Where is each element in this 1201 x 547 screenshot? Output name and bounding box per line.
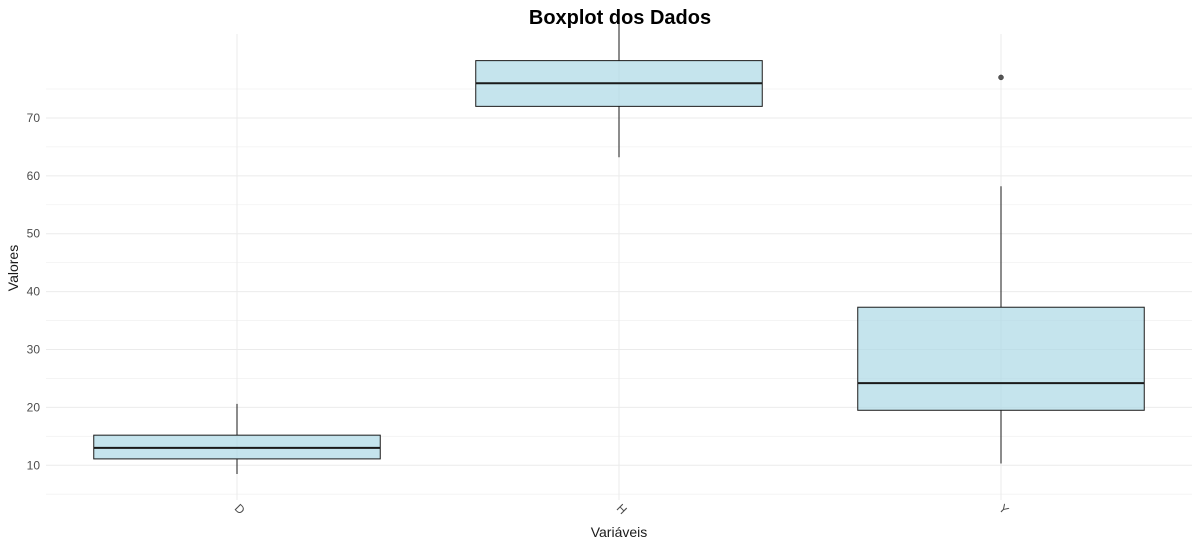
y-tick-label: 50 [27, 227, 41, 241]
outlier-point [998, 74, 1004, 81]
y-tick-label: 40 [27, 285, 41, 299]
y-tick-label: 20 [27, 400, 41, 414]
boxes [93, 21, 1145, 474]
x-tick-label: H [614, 501, 630, 517]
y-tick-label: 30 [27, 342, 41, 356]
chart-title: Boxplot dos Dados [529, 7, 711, 29]
box-group-Y [857, 74, 1145, 464]
x-axis-title: Variáveis [591, 524, 648, 540]
x-tick-label: Y [996, 501, 1012, 517]
y-tick-label: 10 [27, 458, 41, 472]
box-group-D [93, 403, 381, 474]
box-group-H [475, 21, 763, 158]
x-tick-label: D [232, 501, 248, 517]
y-tick-label: 70 [27, 111, 41, 125]
box [857, 306, 1145, 411]
y-tick-label: 60 [27, 169, 41, 183]
y-axis-title: Valores [5, 245, 21, 291]
